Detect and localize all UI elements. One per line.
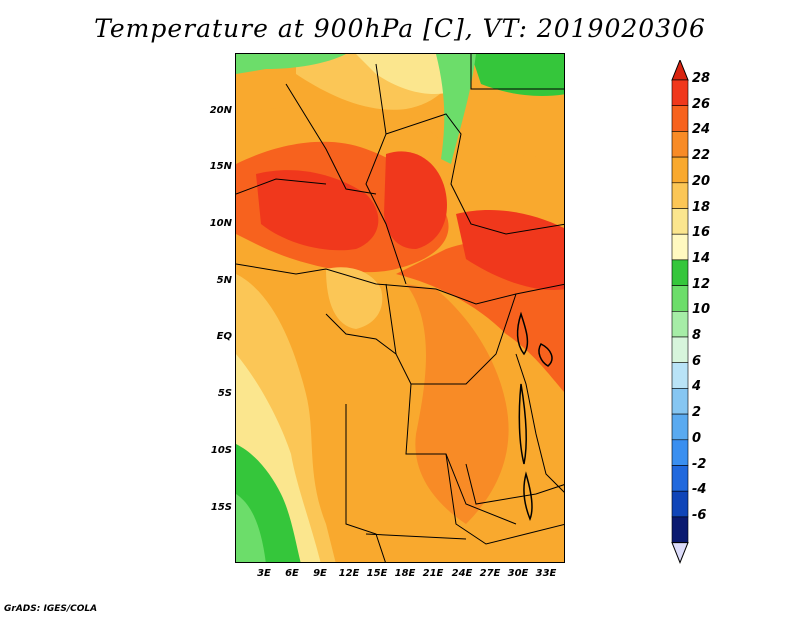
region-lightgreen-south [236, 494, 266, 562]
colorbar-label: 8 [692, 328, 702, 343]
colorbar-label: 12 [692, 276, 711, 292]
colorbar-segment [671, 285, 689, 312]
colorbar-label: 18 [692, 199, 711, 215]
lon-label: 30E [507, 568, 529, 579]
colorbar-label: 24 [692, 122, 711, 138]
grads-credit: GrADS: IGES/COLA [4, 604, 98, 614]
colorbar-label: 28 [692, 71, 711, 86]
colorbar-label: 20 [692, 173, 711, 189]
lon-label: 9E [313, 568, 327, 579]
colorbar-segment [671, 465, 689, 492]
colorbar-segment [671, 182, 689, 209]
colorbar-top-arrow [671, 60, 689, 81]
colorbar-segment [671, 362, 689, 389]
lakes [516, 311, 553, 522]
lat-label: 15N [209, 161, 232, 172]
colorbar-label: 6 [692, 353, 702, 369]
lat-label: 15S [210, 502, 232, 513]
lon-label: 18E [394, 568, 416, 579]
colorbar-label: -4 [692, 482, 707, 498]
lat-label: EQ [216, 331, 232, 342]
region-hot-sudan [456, 209, 564, 290]
colorbar-segment [671, 131, 689, 158]
lat-label: 10S [210, 445, 232, 456]
colorbar-segment [671, 439, 689, 466]
lon-label: 27E [479, 568, 501, 579]
colorbar-bottom-arrow [671, 542, 689, 564]
colorbar-segment [671, 156, 689, 184]
colorbar-label: 26 [692, 96, 711, 112]
country-borders [236, 54, 564, 562]
lat-label: 20N [209, 105, 232, 116]
colorbar-segment [671, 233, 689, 261]
lon-label: 12E [338, 568, 360, 579]
region-nile-green [436, 54, 476, 164]
temperature-map [235, 53, 565, 563]
colorbar-label: 10 [692, 302, 711, 318]
lon-label: 3E [257, 568, 271, 579]
colorbar-label: 22 [692, 148, 711, 164]
colorbar-label: 2 [692, 405, 702, 421]
colorbar-label: 16 [692, 225, 711, 241]
colorbar-segment [671, 259, 689, 286]
colorbar-segment [671, 516, 689, 543]
colorbar-label: 14 [692, 250, 711, 266]
lon-label: 24E [451, 568, 473, 579]
lon-label: 21E [422, 568, 444, 579]
lat-label: 10N [209, 218, 232, 229]
region-highlands [326, 267, 383, 329]
colorbar-label: -2 [692, 456, 707, 472]
colorbar-segment [671, 208, 689, 235]
colorbar-segment [671, 311, 689, 338]
colorbar [671, 60, 689, 564]
lon-label: 6E [285, 568, 299, 579]
region-congo [406, 284, 509, 524]
colorbar-segment [671, 336, 689, 364]
colorbar-segment [671, 413, 689, 441]
lon-label: 33E [535, 568, 557, 579]
colorbar-segment [671, 388, 689, 415]
colorbar-segment [671, 79, 689, 107]
lat-label: 5N [216, 275, 232, 286]
chart-title: Temperature at 900hPa [C], VT: 201902030… [94, 14, 706, 43]
region-green-nw [236, 54, 346, 74]
colorbar-label: -6 [692, 507, 707, 523]
lat-label: 5S [217, 388, 232, 399]
colorbar-segment [671, 105, 689, 132]
region-green-ne [471, 54, 564, 96]
colorbar-label: 0 [692, 430, 702, 446]
region-hot-chad [384, 151, 447, 249]
region-hot-nigeria [256, 170, 379, 251]
lon-label: 15E [366, 568, 388, 579]
colorbar-label: 4 [692, 379, 702, 395]
map-canvas [236, 54, 564, 562]
colorbar-segment [671, 490, 689, 518]
